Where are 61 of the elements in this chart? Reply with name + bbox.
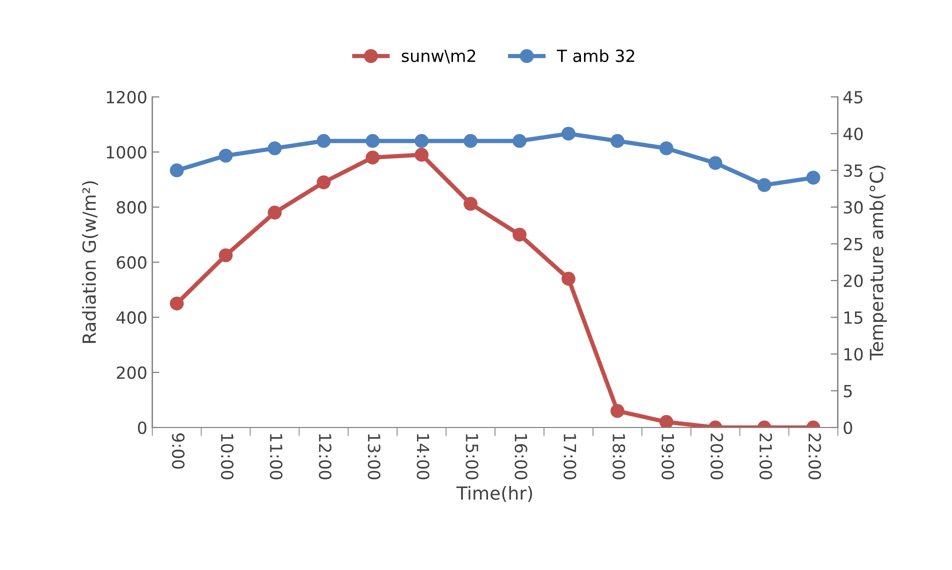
x-tick-label: 18:00 (612, 434, 626, 480)
point (218, 248, 233, 262)
x-axis-title: Time(hr) (456, 486, 532, 502)
x-tick-label: 21:00 (759, 434, 772, 480)
point (708, 156, 722, 170)
y2-tick-label: 25 (844, 238, 862, 250)
y2-tick-label: 10 (844, 348, 863, 361)
y2-tick-label: 30 (844, 201, 863, 214)
point (562, 272, 576, 286)
y-tick-label: 1000 (106, 146, 146, 159)
point (268, 206, 282, 220)
x-tick-label: 14:00 (416, 434, 430, 480)
point (806, 170, 820, 185)
point (170, 296, 184, 310)
point (659, 141, 674, 156)
point (512, 134, 526, 148)
y2-tick-label: 40 (843, 128, 863, 140)
point (610, 404, 624, 418)
point (464, 134, 478, 148)
x-tick-label: 20:00 (710, 434, 724, 480)
legend-label: sunw\m2 (402, 50, 476, 64)
point (512, 228, 526, 242)
point (414, 148, 429, 162)
y2-tick-label: 45 (843, 91, 862, 104)
y2-tick-label: 0 (844, 421, 852, 434)
point (659, 415, 674, 428)
x-tick-label: 10:00 (220, 434, 234, 480)
x-tick-label: 17:00 (564, 434, 576, 480)
point (366, 134, 380, 148)
x-tick-label: 9:00 (172, 433, 185, 469)
y2-tick-label: 5 (844, 384, 852, 398)
x-tick-label: 11:00 (270, 434, 282, 480)
y-tick-label: 600 (116, 256, 146, 269)
point (610, 134, 624, 148)
x-tick-label: 13:00 (368, 434, 380, 480)
x-tick-label: 12:00 (318, 434, 332, 480)
y2-axis-title: Temperature amb(°C) (869, 166, 887, 360)
x-tick-label: 15:00 (466, 434, 478, 480)
point (316, 175, 331, 190)
y2-tick-label: 35 (844, 164, 862, 177)
point (316, 134, 331, 148)
x-tick-label: 22:00 (808, 434, 822, 480)
y-tick-label: 0 (138, 421, 146, 434)
y2-tick-label: 15 (844, 311, 862, 324)
point (562, 126, 576, 141)
y-tick-label: 800 (116, 201, 146, 214)
y2-tick-label: 20 (844, 274, 863, 288)
x-tick-label: 16:00 (514, 434, 528, 480)
point (464, 196, 478, 211)
y-tick-label: 1200 (106, 90, 146, 104)
y-tick-label: 400 (116, 311, 146, 324)
y-tick-label: 200 (116, 366, 146, 379)
y-axis-title: Radiation G(w/m²) (82, 181, 98, 343)
point (757, 178, 772, 192)
point (218, 148, 233, 163)
x-tick-label: 19:00 (662, 434, 674, 480)
point (170, 163, 184, 178)
point (268, 141, 282, 156)
legend-label: T amb 32 (556, 49, 634, 62)
point (414, 134, 429, 148)
point (366, 150, 380, 164)
